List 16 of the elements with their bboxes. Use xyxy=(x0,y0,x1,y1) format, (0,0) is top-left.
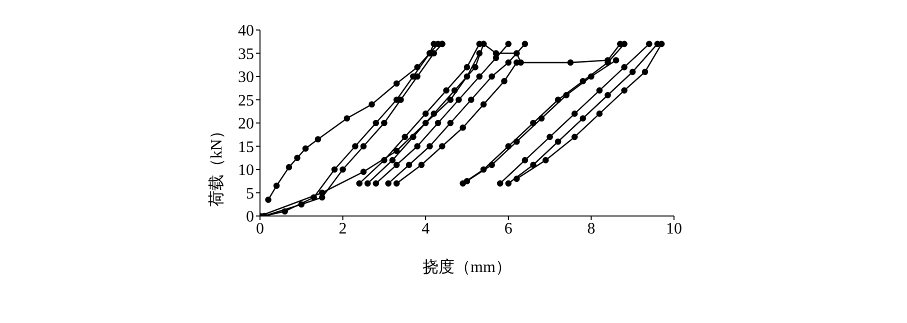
y-tick-label: 25 xyxy=(238,92,254,110)
y-tick-label: 20 xyxy=(238,116,254,133)
y-tick-label: 0 xyxy=(246,208,254,226)
x-tick-label: 4 xyxy=(422,220,430,238)
x-tick-label: 2 xyxy=(338,220,347,238)
y-tick-label: 10 xyxy=(238,162,254,180)
y-axis-title: 荷载（kN） xyxy=(208,123,226,207)
y-tick-label: 15 xyxy=(238,138,254,156)
y-tick-label: 30 xyxy=(238,69,254,86)
x-tick-label: 6 xyxy=(504,220,512,238)
x-tick-label: 10 xyxy=(666,220,682,238)
y-tick-label: 35 xyxy=(238,46,254,63)
x-tick-label: 8 xyxy=(587,220,596,238)
y-tick-label: 40 xyxy=(238,22,254,40)
x-axis-title: 挠度（mm） xyxy=(422,258,512,276)
y-tick-label: 5 xyxy=(246,185,254,202)
